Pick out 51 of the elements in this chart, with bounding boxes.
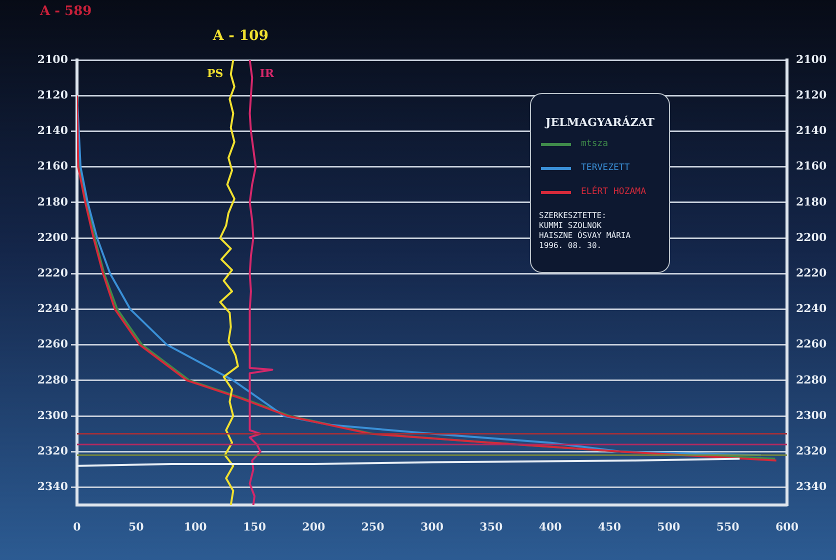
annotation: 1996. 08. 30. (539, 241, 603, 251)
y-tick-label: 2300 (37, 408, 68, 422)
x-tick-label: 450 (598, 520, 622, 534)
annotation: IR (260, 66, 275, 80)
y2-tick-label: 2220 (796, 266, 827, 280)
x-tick-label: 300 (420, 520, 444, 534)
legend-label: ELÉRT HOZAMA (581, 187, 646, 197)
y-tick-label: 2320 (37, 444, 68, 458)
x-tick-label: 550 (716, 520, 740, 534)
x-tick-label: 50 (128, 520, 144, 534)
x-tick-label: 400 (538, 520, 562, 534)
x-tick-label: 100 (184, 520, 208, 534)
y-tick-label: 2260 (37, 338, 68, 351)
annotation: HAISZNE ÓSVAY MÁRIA (539, 231, 632, 241)
x-tick-label: 350 (480, 520, 503, 534)
legend-title: JELMAGYARÁZAT (544, 116, 656, 129)
x-tick-label: 150 (243, 520, 266, 534)
y-tick-label: 2240 (37, 302, 68, 316)
y2-tick-label: 2280 (796, 373, 827, 386)
y-tick-label: 2140 (37, 124, 68, 138)
x-tick-label: 0 (73, 520, 82, 534)
y2-tick-label: 2160 (796, 160, 827, 173)
y-tick-label: 2180 (37, 195, 68, 208)
x-tick-label: 500 (657, 520, 680, 534)
chart-title: A - 109 (212, 28, 268, 44)
text: A - 589 (40, 4, 92, 19)
y-tick-label: 2280 (37, 373, 68, 386)
y2-tick-label: 2240 (796, 302, 827, 316)
y2-tick-label: 2180 (796, 195, 827, 208)
x-tick-label: 250 (361, 520, 385, 534)
y2-tick-label: 2140 (796, 124, 827, 138)
y2-tick-label: 2260 (796, 338, 827, 351)
y2-tick-label: 2200 (796, 230, 827, 244)
annotation: KUMMI SZOLNOK (539, 221, 603, 230)
legend-label: TERVEZETT (581, 163, 630, 173)
x-tick-label: 200 (302, 520, 326, 534)
y2-tick-label: 2120 (796, 88, 827, 102)
y2-tick-label: 2300 (796, 408, 827, 422)
legend-label: mtsza (581, 139, 608, 149)
y-tick-label: 2100 (37, 52, 68, 66)
y-tick-label: 2340 (37, 480, 68, 494)
y2-tick-label: 2320 (796, 444, 827, 458)
y-tick-label: 2200 (37, 230, 68, 244)
y2-tick-label: 2340 (796, 480, 827, 494)
y-tick-label: 2220 (37, 266, 68, 280)
y-tick-label: 2120 (37, 88, 68, 102)
annotation: SZERKESZTETTE: (539, 211, 608, 221)
y-tick-label: 2160 (37, 160, 68, 173)
y2-tick-label: 2100 (796, 52, 827, 66)
x-tick-label: 600 (776, 520, 799, 534)
annotation: PS (206, 66, 224, 80)
